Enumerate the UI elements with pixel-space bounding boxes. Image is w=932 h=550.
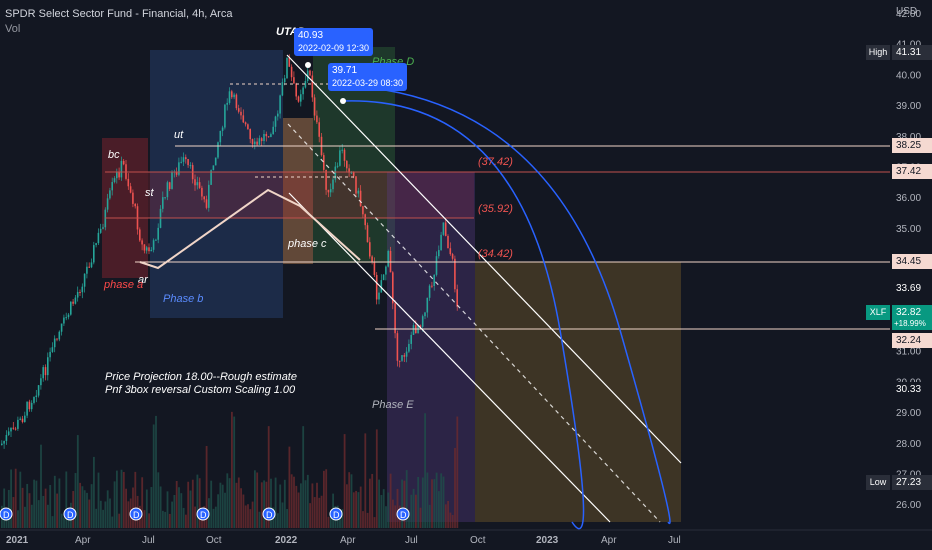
price-tag-value: 27.23 [892, 475, 932, 490]
price-tick: 36.00 [896, 193, 921, 204]
price-tag-value: 34.45 [892, 254, 932, 269]
label-bc: bc [108, 149, 120, 161]
tooltip-utad: 40.93 2022-02-09 12:30 [294, 28, 374, 56]
price-tag-value: 38.25 [892, 138, 932, 153]
dividend-marker[interactable] [329, 507, 343, 521]
lps-point[interactable] [340, 98, 346, 104]
dividend-label: D [200, 510, 207, 520]
tooltip-time: 2022-02-09 12:30 [298, 43, 370, 53]
dividend-marker[interactable] [129, 507, 143, 521]
chart-title: SPDR Select Sector Fund - Financial, 4h,… [5, 8, 233, 20]
price-tag-value: 33.69 [892, 281, 932, 296]
dividend-label: D [133, 510, 140, 520]
price-tag-value: 32.24 [892, 333, 932, 348]
time-tick: Oct [206, 535, 222, 546]
time-tick: Jul [405, 535, 418, 546]
volume-label: Vol [5, 23, 21, 35]
price-tick: 35.00 [896, 224, 921, 235]
price-tick: 39.00 [896, 101, 921, 112]
price-tag-change: +18.99% [892, 318, 932, 330]
dividend-marker[interactable] [396, 507, 410, 521]
dividend-label: D [3, 510, 10, 520]
tooltip-lps: 39.71 2022-03-29 08:30 [328, 63, 408, 91]
price-tick: 28.00 [896, 439, 921, 450]
price-tick: 31.00 [896, 347, 921, 358]
time-tick: 2023 [536, 535, 559, 546]
projection-note-2: Pnf 3box reversal Custom Scaling 1.00 [105, 384, 296, 396]
price-tag-label: Low [866, 475, 890, 490]
price-tick: 38.00 [896, 132, 921, 143]
price-tick: 40.00 [896, 70, 921, 81]
dividend-marker[interactable] [0, 507, 13, 521]
time-tick: Apr [75, 535, 91, 546]
price-tick: 29.00 [896, 408, 921, 419]
currency-label: USD [896, 6, 917, 17]
projection-note-1: Price Projection 18.00--Rough estimate [105, 371, 297, 383]
dividend-label: D [67, 510, 74, 520]
time-tick: 2022 [275, 535, 298, 546]
price-tick: 26.00 [896, 500, 921, 511]
projection-zone [475, 262, 681, 522]
price-tag-value: 30.33 [892, 382, 932, 397]
label-phase-c: phase c [287, 238, 327, 250]
dividend-label: D [400, 510, 407, 520]
price-tick: 42.00 [896, 9, 921, 20]
label-ut: ut [174, 129, 184, 141]
time-tick: Apr [340, 535, 356, 546]
label-phase-b: Phase b [163, 293, 203, 305]
dividend-marker[interactable] [196, 507, 210, 521]
phase-e-zone [387, 172, 475, 522]
label-phase-e: Phase E [372, 399, 414, 411]
time-axis[interactable]: 2021 Apr Jul Oct 2022 Apr Jul Oct 2023 Apr Jul [6, 535, 681, 546]
tooltip-time: 2022-03-29 08:30 [332, 78, 404, 88]
trend-channel [286, 54, 682, 523]
support-resistance-lines [105, 83, 890, 330]
volume-bars [1, 411, 459, 528]
price-tag-value: 37.42 [892, 164, 932, 179]
price-tag-label: High [866, 45, 890, 60]
time-tick: Apr [601, 535, 617, 546]
fibonacci-arcs [342, 89, 671, 530]
price-tag-value: 32.82 [892, 305, 932, 320]
level-label-1: (37.42) [478, 156, 513, 168]
dividend-marker[interactable] [63, 507, 77, 521]
phase-c-zone [283, 118, 313, 264]
dividend-label: D [266, 510, 273, 520]
wyckoff-path [139, 188, 361, 270]
tooltip-price: 40.93 [298, 30, 324, 41]
time-tick: 2021 [6, 535, 29, 546]
level-label-3: (34.42) [478, 248, 513, 260]
candlesticks [1, 54, 458, 449]
dividend-label: D [333, 510, 340, 520]
tooltip-price: 39.71 [332, 65, 358, 76]
level-label-2: (35.92) [478, 203, 513, 215]
time-tick: Jul [668, 535, 681, 546]
price-tag-value: 41.31 [892, 45, 932, 60]
dividend-marker[interactable] [262, 507, 276, 521]
phase-a-zone [102, 138, 148, 278]
label-phase-a: phase a [103, 279, 143, 291]
price-tag-label: XLF [866, 305, 890, 320]
label-ar: ar [138, 274, 149, 286]
time-tick: Jul [142, 535, 155, 546]
time-tick: Oct [470, 535, 486, 546]
label-st: st [145, 187, 155, 199]
utad-point[interactable] [305, 62, 311, 68]
